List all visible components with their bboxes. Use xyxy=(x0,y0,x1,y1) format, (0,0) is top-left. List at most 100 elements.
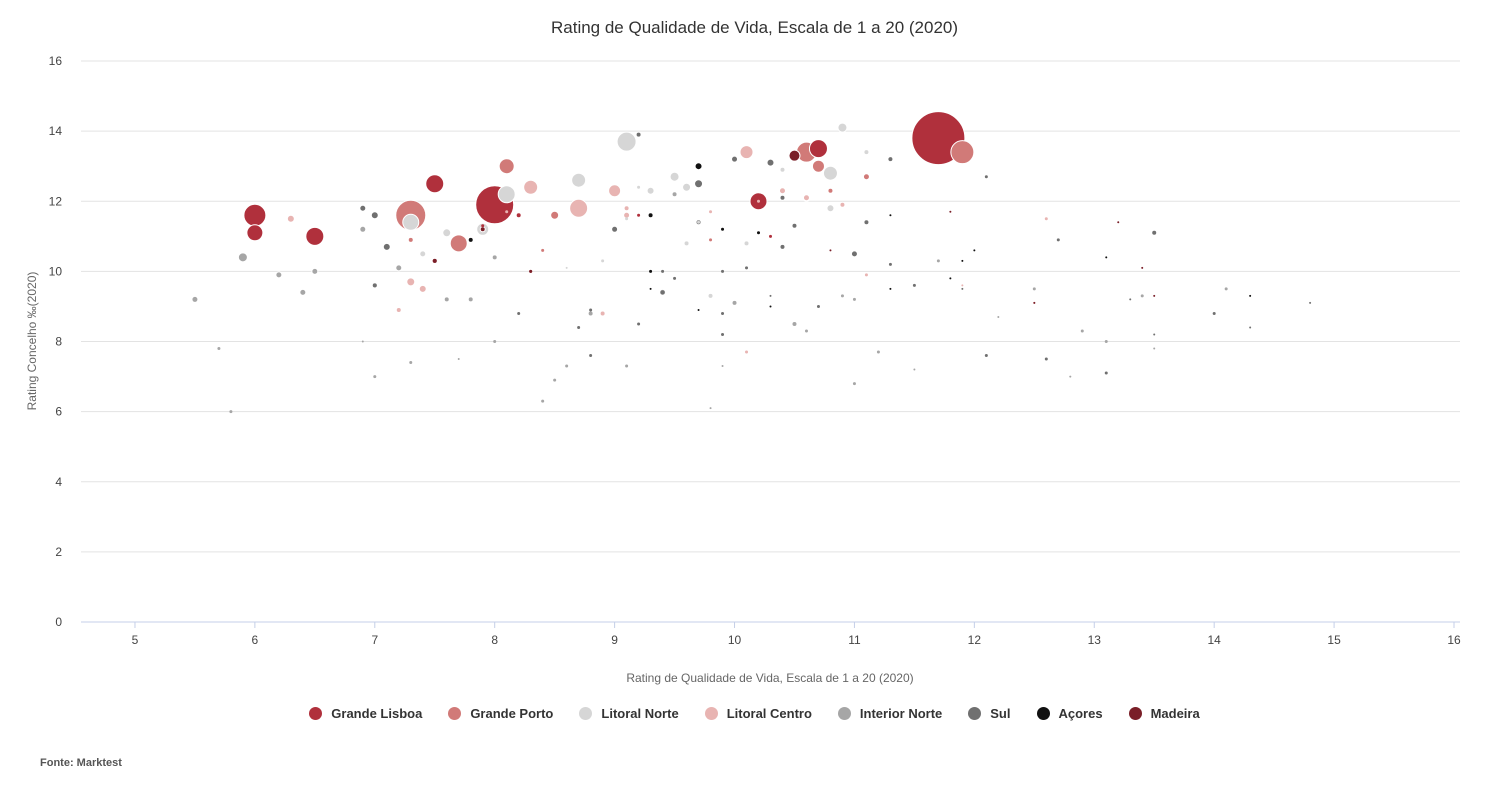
bubble-litoral-centro[interactable] xyxy=(839,201,846,208)
legend-item-litoral-centro[interactable]: Litoral Centro xyxy=(704,706,812,721)
bubble-a-ores[interactable] xyxy=(1105,256,1108,259)
bubble-a-ores[interactable] xyxy=(468,237,473,242)
bubble-litoral-norte[interactable] xyxy=(682,182,692,192)
bubble-madeira[interactable] xyxy=(1153,294,1156,297)
bubble-grande-lisboa[interactable] xyxy=(516,213,521,218)
bubble-litoral-norte[interactable] xyxy=(616,131,637,152)
legend-item-sul[interactable]: Sul xyxy=(968,706,1011,721)
legend-item-grande-porto[interactable]: Grande Porto xyxy=(448,706,553,721)
bubble-litoral-centro[interactable] xyxy=(864,273,868,277)
bubble-a-ores[interactable] xyxy=(757,231,761,235)
bubble-sul[interactable] xyxy=(961,287,964,290)
bubble-interior-norte[interactable] xyxy=(493,340,497,343)
bubble-interior-norte[interactable] xyxy=(852,382,856,386)
bubble-grande-porto[interactable] xyxy=(709,238,713,242)
bubble-a-ores[interactable] xyxy=(1249,294,1252,297)
bubble-interior-norte[interactable] xyxy=(409,361,413,365)
bubble-sul[interactable] xyxy=(661,269,665,273)
bubble-a-ores[interactable] xyxy=(889,287,892,290)
bubble-interior-norte[interactable] xyxy=(492,255,497,260)
bubble-interior-norte[interactable] xyxy=(1069,375,1072,378)
bubble-litoral-norte[interactable] xyxy=(822,165,838,181)
bubble-grande-porto[interactable] xyxy=(827,187,834,194)
bubble-litoral-norte[interactable] xyxy=(625,217,629,221)
bubble-sul[interactable] xyxy=(1212,311,1216,315)
legend-item-litoral-norte[interactable]: Litoral Norte xyxy=(579,706,679,721)
bubble-grande-porto[interactable] xyxy=(950,140,975,165)
bubble-grande-lisboa[interactable] xyxy=(769,234,772,238)
bubble-interior-norte[interactable] xyxy=(732,300,737,305)
bubble-a-ores[interactable] xyxy=(648,213,653,218)
bubble-sul[interactable] xyxy=(1056,238,1060,242)
bubble-grande-lisboa[interactable] xyxy=(425,174,445,194)
bubble-sul[interactable] xyxy=(611,225,619,233)
bubble-sul[interactable] xyxy=(673,276,677,280)
bubble-sul[interactable] xyxy=(1153,333,1156,336)
bubble-litoral-centro[interactable] xyxy=(778,187,786,195)
bubble-sul[interactable] xyxy=(888,157,893,162)
bubble-litoral-centro[interactable] xyxy=(505,210,509,214)
bubble-interior-norte[interactable] xyxy=(311,267,319,275)
bubble-interior-norte[interactable] xyxy=(553,378,557,382)
bubble-litoral-centro[interactable] xyxy=(802,194,810,202)
bubble-interior-norte[interactable] xyxy=(625,364,629,368)
bubble-litoral-centro[interactable] xyxy=(406,277,416,287)
bubble-interior-norte[interactable] xyxy=(672,192,677,197)
bubble-litoral-centro[interactable] xyxy=(757,199,761,203)
bubble-madeira[interactable] xyxy=(788,149,801,162)
bubble-grande-porto[interactable] xyxy=(498,158,515,175)
bubble-sul[interactable] xyxy=(517,311,521,315)
bubble-sul[interactable] xyxy=(1249,326,1252,329)
bubble-sul[interactable] xyxy=(864,220,869,225)
bubble-madeira[interactable] xyxy=(479,226,486,233)
bubble-sul[interactable] xyxy=(372,283,377,288)
bubble-litoral-centro[interactable] xyxy=(961,284,964,287)
bubble-interior-norte[interactable] xyxy=(840,294,844,298)
bubble-sul[interactable] xyxy=(792,223,797,228)
bubble-litoral-centro[interactable] xyxy=(624,206,629,211)
bubble-sul[interactable] xyxy=(589,354,593,358)
bubble-a-ores[interactable] xyxy=(973,249,976,252)
legend-item-interior-norte[interactable]: Interior Norte xyxy=(837,706,942,721)
bubble-litoral-norte[interactable] xyxy=(497,185,516,204)
bubble-sul[interactable] xyxy=(359,204,367,212)
bubble-litoral-norte[interactable] xyxy=(637,185,641,189)
bubble-sul[interactable] xyxy=(577,325,581,329)
bubble-interior-norte[interactable] xyxy=(373,375,377,379)
bubble-interior-norte[interactable] xyxy=(876,350,880,354)
bubble-litoral-centro[interactable] xyxy=(709,210,713,214)
bubble-grande-porto[interactable] xyxy=(550,210,560,220)
bubble-sul[interactable] xyxy=(721,269,725,273)
bubble-litoral-centro[interactable] xyxy=(286,214,295,223)
bubble-interior-norte[interactable] xyxy=(237,252,248,263)
bubble-sul[interactable] xyxy=(382,242,391,251)
bubble-interior-norte[interactable] xyxy=(299,288,307,296)
bubble-sul[interactable] xyxy=(635,131,642,138)
bubble-interior-norte[interactable] xyxy=(1104,340,1108,343)
bubble-litoral-norte[interactable] xyxy=(864,150,869,155)
bubble-interior-norte[interactable] xyxy=(217,347,221,351)
bubble-litoral-norte[interactable] xyxy=(826,204,835,213)
bubble-litoral-centro[interactable] xyxy=(523,179,539,195)
bubble-a-ores[interactable] xyxy=(889,214,892,217)
bubble-sul[interactable] xyxy=(694,179,704,189)
bubble-madeira[interactable] xyxy=(529,269,533,273)
bubble-interior-norte[interactable] xyxy=(361,340,364,343)
legend-item-a-ores[interactable]: Açores xyxy=(1036,706,1103,721)
bubble-interior-norte[interactable] xyxy=(1153,347,1156,350)
bubble-litoral-norte[interactable] xyxy=(697,220,701,224)
bubble-madeira[interactable] xyxy=(432,258,437,263)
bubble-a-ores[interactable] xyxy=(721,227,725,231)
bubble-interior-norte[interactable] xyxy=(359,225,367,233)
bubble-grande-porto[interactable] xyxy=(862,173,870,181)
bubble-sul[interactable] xyxy=(589,308,593,312)
legend-item-madeira[interactable]: Madeira xyxy=(1128,706,1200,721)
bubble-madeira[interactable] xyxy=(949,210,952,213)
bubble-sul[interactable] xyxy=(1104,371,1108,375)
bubble-sul[interactable] xyxy=(912,283,916,287)
bubble-interior-norte[interactable] xyxy=(804,329,808,333)
bubble-sul[interactable] xyxy=(984,354,988,358)
bubble-interior-norte[interactable] xyxy=(936,259,940,263)
bubble-litoral-norte[interactable] xyxy=(601,259,605,263)
bubble-litoral-norte[interactable] xyxy=(669,171,680,182)
